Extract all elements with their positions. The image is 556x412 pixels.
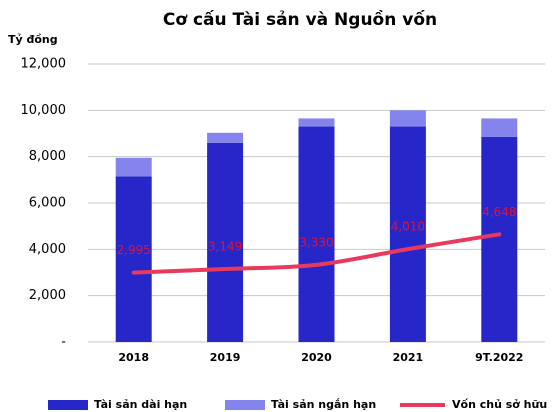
chart-title: Cơ cấu Tài sản và Nguồn vốn: [163, 9, 437, 30]
x-tick-label: 9T.2022: [475, 351, 523, 364]
bar: [207, 142, 244, 342]
legend-swatch: [48, 400, 88, 410]
data-label: 2,995: [117, 243, 151, 257]
y-tick-label: 12,000: [21, 57, 67, 72]
legend-label: Tài sản dài hạn: [94, 398, 187, 411]
y-tick-label: 8,000: [29, 149, 66, 164]
y-tick-label: 2,000: [29, 288, 66, 303]
data-label: 4,648: [482, 205, 516, 219]
legend-swatch: [225, 400, 265, 410]
line: [131, 232, 502, 275]
y-tick-label: 4,000: [29, 242, 66, 257]
y-axis-label: Tỷ đồng: [8, 33, 58, 46]
legend-label: Vốn chủ sở hữu: [452, 398, 547, 411]
bar: [389, 126, 426, 342]
data-label: 3,149: [208, 240, 242, 254]
y-tick-label: 6,000: [29, 196, 66, 211]
bar: [481, 118, 518, 137]
y-tick-label: 10,000: [21, 103, 67, 118]
bar: [298, 126, 335, 342]
y-tick-label: -: [61, 335, 66, 350]
bar: [207, 132, 244, 143]
legend-label: Tài sản ngắn hạn: [271, 398, 376, 411]
data-label: 4,010: [391, 220, 425, 234]
x-tick-label: 2020: [301, 351, 332, 364]
x-tick-label: 2019: [210, 351, 241, 364]
x-tick-label: 2018: [118, 351, 149, 364]
bar: [115, 176, 152, 342]
data-label: 3,330: [299, 235, 333, 249]
x-tick-label: 2021: [393, 351, 424, 364]
bar: [298, 118, 335, 127]
bar: [389, 110, 426, 127]
bar: [115, 157, 152, 177]
bar: [481, 136, 518, 342]
